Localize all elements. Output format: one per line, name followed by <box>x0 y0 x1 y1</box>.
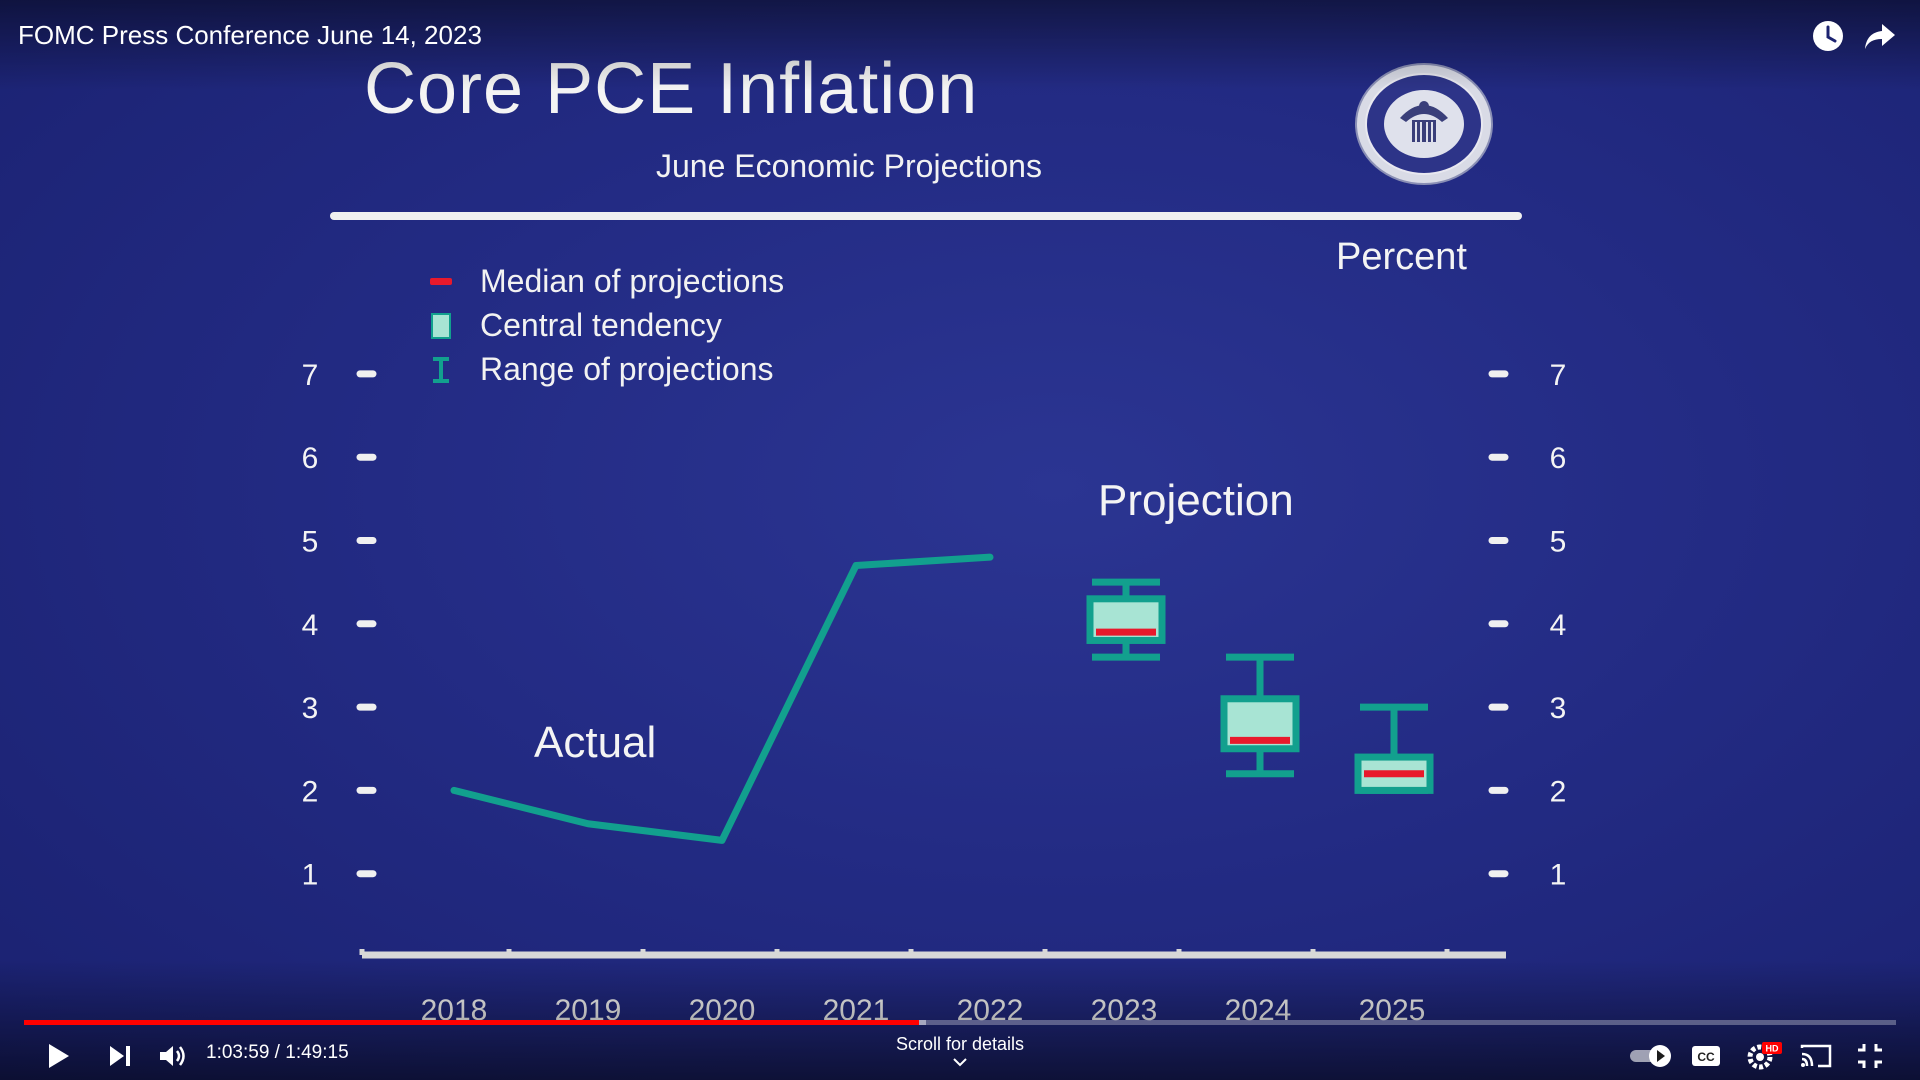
video-title[interactable]: FOMC Press Conference June 14, 2023 <box>18 20 482 50</box>
y-tick-label-left-2: 2 <box>302 775 319 808</box>
y-tick-label-left-6: 6 <box>302 442 319 475</box>
progress-bar[interactable] <box>24 1020 1896 1025</box>
y-tick-label-left-5: 5 <box>302 526 319 559</box>
y-tick-label-left-3: 3 <box>302 692 319 725</box>
progress-played <box>24 1020 919 1025</box>
y-tick-label-right-6: 6 <box>1550 442 1567 475</box>
y-tick-label-right-4: 4 <box>1550 609 1567 642</box>
legend-label-central: Central tendency <box>480 307 722 343</box>
exit-fullscreen-icon[interactable] <box>1848 1034 1892 1078</box>
top-overlay <box>0 0 1920 90</box>
central-tendency-swatch-icon <box>426 311 456 341</box>
time-display: 1:03:59 / 1:49:15 <box>206 1042 349 1064</box>
legend-item-median: Median of projections <box>426 263 784 300</box>
legend-label-median: Median of projections <box>480 263 785 299</box>
range-swatch-icon <box>426 355 456 385</box>
actual-label: Actual <box>534 718 657 767</box>
slide-subtitle: June Economic Projections <box>656 148 1042 184</box>
y-tick-label-left-4: 4 <box>302 609 319 642</box>
percent-axis-label: Percent <box>1336 236 1467 278</box>
hd-badge: HD <box>1766 1044 1779 1054</box>
clock-icon[interactable] <box>1810 18 1846 54</box>
gear-icon[interactable]: HD <box>1740 1034 1784 1078</box>
svg-text:CC: CC <box>1697 1050 1715 1064</box>
share-arrow-icon[interactable] <box>1862 18 1898 54</box>
legend-label-range: Range of projections <box>480 351 774 387</box>
y-tick-label-left-7: 7 <box>302 359 319 392</box>
current-time: 1:03:59 <box>206 1042 270 1063</box>
y-tick-label-right-5: 5 <box>1550 526 1567 559</box>
legend-item-range: Range of projections <box>426 351 774 388</box>
title-divider <box>330 212 1522 220</box>
total-time: 1:49:15 <box>285 1042 349 1063</box>
legend-item-central: Central tendency <box>426 307 722 344</box>
y-tick-label-left-1: 1 <box>302 859 319 892</box>
projection-label: Projection <box>1098 476 1294 525</box>
y-tick-label-right-2: 2 <box>1550 775 1567 808</box>
y-tick-label-right-3: 3 <box>1550 692 1567 725</box>
median-swatch-icon <box>426 267 456 297</box>
federal-reserve-seal-icon <box>1355 63 1493 185</box>
volume-icon[interactable] <box>150 1034 194 1078</box>
time-separator: / <box>269 1042 286 1063</box>
y-tick-label-right-7: 7 <box>1550 359 1567 392</box>
slide-title: Core PCE Inflation <box>364 48 978 130</box>
y-tick-label-right-1: 1 <box>1550 859 1567 892</box>
autoplay-toggle-icon[interactable] <box>1628 1034 1674 1078</box>
scroll-for-details-label: Scroll for details <box>895 1034 1025 1054</box>
next-icon[interactable] <box>98 1034 142 1078</box>
cast-icon[interactable] <box>1794 1034 1838 1078</box>
chevron-down-icon <box>953 1058 967 1067</box>
actual-series-line <box>450 553 994 844</box>
play-icon[interactable] <box>36 1034 80 1078</box>
cc-icon[interactable]: CC <box>1684 1034 1728 1078</box>
scroll-for-details-button[interactable]: Scroll for details <box>860 1034 1060 1067</box>
